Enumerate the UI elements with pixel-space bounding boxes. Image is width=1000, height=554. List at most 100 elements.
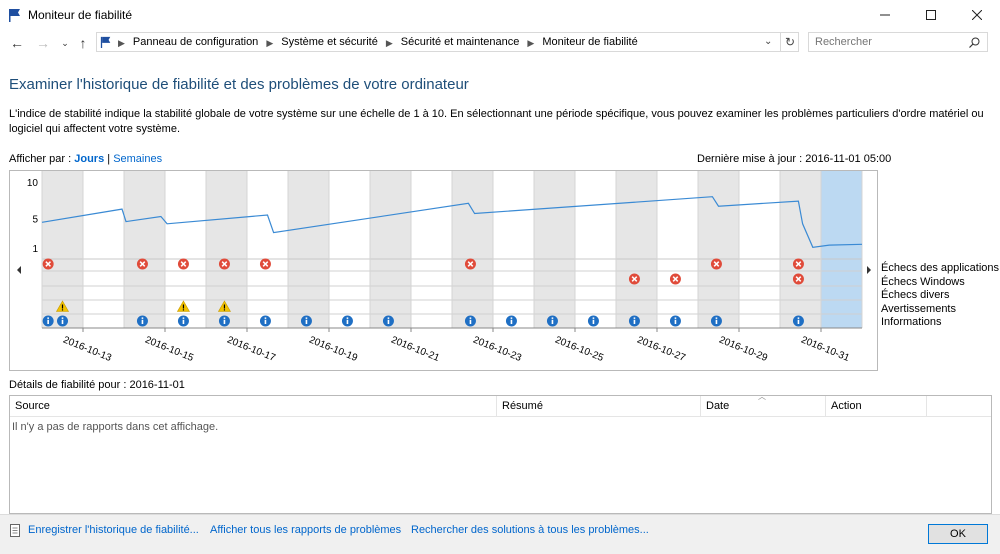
save-history-link[interactable]: Enregistrer l'historique de fiabilité...	[28, 524, 199, 536]
info-icon-dot	[305, 317, 308, 319]
reports-table: Source Résumé Date Action ︿ Il n'y a pas…	[9, 392, 992, 514]
info-icon-dot	[551, 317, 554, 319]
refresh-icon: ↻	[784, 35, 796, 49]
breadcrumb-item-security-maintenance[interactable]: Sécurité et maintenance	[400, 36, 520, 48]
search-input[interactable]	[815, 36, 965, 48]
window-title: Moniteur de fiabilité	[28, 8, 133, 22]
breadcrumb: ▶ Panneau de configuration ▶ Système et …	[118, 36, 638, 50]
day-column[interactable]	[493, 171, 534, 328]
breadcrumb-item-system-security[interactable]: Système et sécurité	[281, 36, 378, 48]
search-icon[interactable]	[969, 37, 980, 48]
info-icon-dot	[469, 317, 472, 319]
day-column[interactable]	[83, 171, 124, 328]
breadcrumb-item-control-panel[interactable]: Panneau de configuration	[132, 36, 259, 48]
back-button[interactable]: ←	[8, 34, 26, 52]
info-icon-bar	[61, 319, 64, 324]
flag-icon	[100, 36, 112, 48]
info-icon-bar	[715, 319, 718, 324]
view-by-weeks-link[interactable]: Semaines	[113, 153, 163, 165]
error-icon-cross	[795, 261, 802, 267]
day-column[interactable]	[452, 171, 493, 328]
view-all-reports-link[interactable]: Afficher tous les rapports de problèmes	[210, 524, 402, 536]
info-icon-bar	[510, 319, 513, 324]
x-tick-label: 2016-10-13	[61, 335, 113, 365]
info-icon-dot	[633, 317, 636, 319]
day-column[interactable]	[616, 171, 657, 328]
column-header-action[interactable]: Action	[826, 396, 927, 416]
error-icon-cross	[631, 276, 638, 282]
day-column[interactable]	[698, 171, 739, 328]
chevron-right-icon: ▶	[118, 38, 125, 48]
address-bar[interactable]	[96, 32, 799, 52]
chevron-right-icon: ▶	[385, 38, 393, 48]
view-by-days-link[interactable]: Jours	[74, 153, 105, 165]
day-column[interactable]	[657, 171, 698, 328]
info-icon-dot	[182, 317, 185, 319]
last-update-text: Dernière mise à jour : 2016-11-01 05:00	[697, 153, 892, 165]
y-tick-label: 5	[32, 215, 38, 226]
day-column[interactable]	[124, 171, 165, 328]
day-column[interactable]	[780, 171, 821, 328]
forward-button[interactable]: →	[34, 34, 52, 52]
category-label-windows-failures: Échecs Windows	[881, 275, 965, 288]
info-icon-bar	[182, 319, 185, 324]
category-label-app-failures: Échecs des applications	[881, 262, 1000, 274]
error-icon-cross	[139, 261, 146, 267]
up-button[interactable]: ↑	[74, 34, 92, 52]
day-column[interactable]	[288, 171, 329, 328]
breadcrumb-item-reliability-monitor[interactable]: Moniteur de fiabilité	[542, 36, 638, 48]
y-tick-label: 10	[27, 178, 39, 189]
minimize-button[interactable]	[862, 0, 908, 30]
day-column[interactable]	[247, 171, 288, 328]
day-column[interactable]	[165, 171, 206, 328]
day-column[interactable]	[206, 171, 247, 328]
x-tick-label: 2016-10-15	[143, 335, 195, 365]
maximize-icon	[926, 10, 936, 20]
page-title: Examiner l'historique de fiabilité et de…	[9, 76, 469, 93]
warning-icon-dot	[223, 309, 226, 311]
category-label-warnings: Avertissements	[881, 302, 956, 315]
refresh-button[interactable]: ↻	[780, 32, 799, 52]
ok-button[interactable]: OK	[928, 524, 988, 544]
close-button[interactable]	[954, 0, 1000, 30]
empty-message: Il n'y a pas de rapports dans cet affich…	[12, 421, 219, 433]
category-labels: Échecs des applications Échecs Windows É…	[881, 262, 999, 330]
day-column[interactable]	[739, 171, 780, 328]
info-icon-dot	[61, 317, 64, 319]
maximize-button[interactable]	[908, 0, 954, 30]
recent-dropdown-button[interactable]: ⌄	[56, 34, 74, 52]
check-solutions-link[interactable]: Rechercher des solutions à tous les prob…	[411, 524, 649, 536]
warning-icon-mark	[182, 304, 185, 309]
column-header-summary[interactable]: Résumé	[497, 396, 701, 416]
day-column[interactable]	[411, 171, 452, 328]
forward-arrow-icon: →	[36, 35, 50, 51]
search-box[interactable]	[808, 32, 988, 52]
up-arrow-icon: ↑	[79, 35, 87, 51]
day-column[interactable]	[370, 171, 411, 328]
reliability-chart[interactable]: 10 5 1 2016-10-13 2016-10-15 2016-10-17 2016-1…	[9, 170, 878, 371]
info-icon-dot	[141, 317, 144, 319]
info-icon-bar	[387, 319, 390, 324]
error-icon-cross	[795, 276, 802, 282]
day-column[interactable]	[821, 171, 862, 328]
column-header-source[interactable]: Source	[10, 396, 497, 416]
address-dropdown-icon[interactable]: ⌄	[764, 36, 773, 47]
day-column[interactable]	[329, 171, 370, 328]
stability-index-line	[41, 196, 863, 248]
info-icon-dot	[592, 317, 595, 319]
day-column[interactable]	[534, 171, 575, 328]
info-icon-dot	[223, 317, 226, 319]
info-icon-bar	[633, 319, 636, 324]
info-icon-dot	[346, 317, 349, 319]
x-tick-label: 2016-10-17	[225, 335, 277, 365]
reliability-chart-svg[interactable]: 10 5 1 2016-10-13 2016-10-15 2016-10-17 2016-1…	[10, 171, 878, 371]
info-icon-dot	[387, 317, 390, 319]
view-by-label: Afficher par :	[9, 153, 72, 165]
sort-ascending-icon: ︿	[758, 392, 766, 401]
info-icon-dot	[715, 317, 718, 319]
scroll-left-icon[interactable]	[17, 266, 21, 274]
scroll-right-icon[interactable]	[867, 266, 871, 274]
day-column[interactable]	[575, 171, 616, 328]
column-header-date[interactable]: Date	[701, 396, 826, 416]
error-icon-cross	[467, 261, 474, 267]
